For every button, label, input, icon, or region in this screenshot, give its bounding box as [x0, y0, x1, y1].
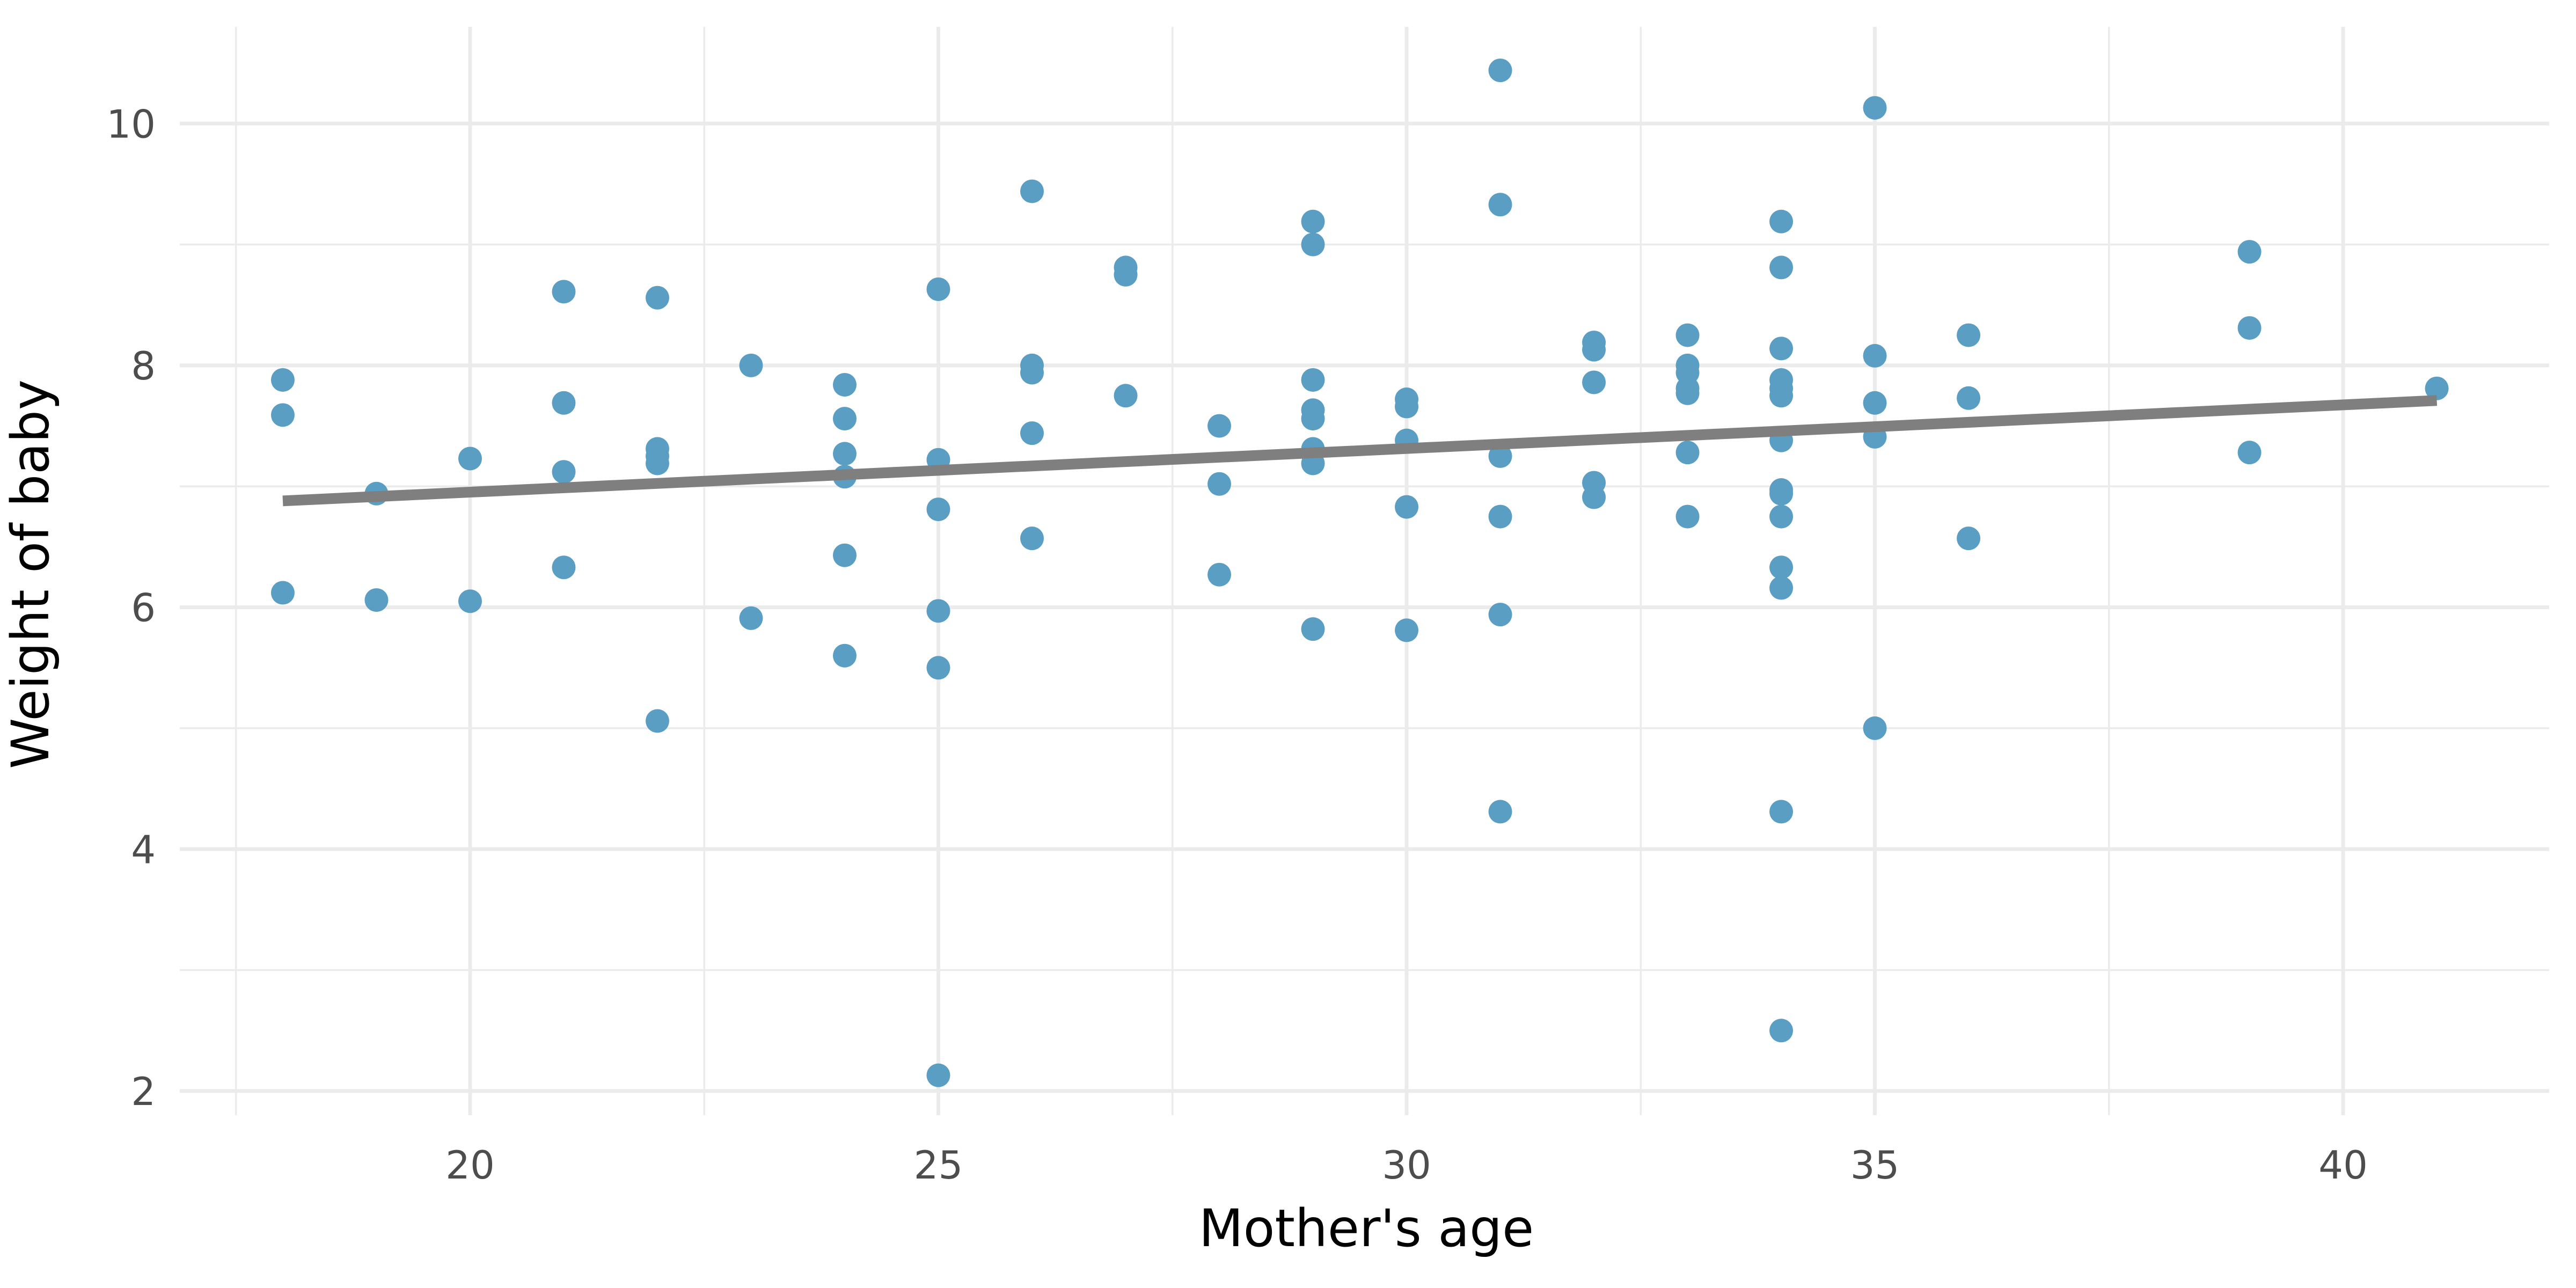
data-point: [1582, 370, 1606, 394]
data-point: [926, 277, 950, 301]
y-tick-label: 8: [131, 343, 156, 389]
y-axis-tick-labels: 2 4 6 8 10: [106, 101, 156, 1114]
major-gridlines: [180, 27, 2549, 1115]
trend-line-layer: [282, 395, 2438, 507]
data-point: [2237, 316, 2262, 340]
data-point: [832, 372, 857, 397]
data-point: [1769, 384, 1794, 408]
data-point: [1208, 562, 1232, 587]
data-point: [926, 599, 950, 623]
data-point: [1301, 232, 1325, 257]
data-point: [270, 368, 295, 392]
data-point: [1488, 58, 1512, 83]
data-point: [1488, 603, 1512, 627]
data-point: [1208, 472, 1232, 496]
data-point: [458, 589, 482, 613]
data-point: [926, 497, 950, 522]
data-point: [1395, 618, 1419, 642]
data-point: [1863, 96, 1887, 120]
data-point: [1769, 209, 1794, 233]
data-point: [364, 588, 389, 612]
data-point: [832, 407, 857, 431]
data-point: [739, 353, 763, 377]
data-point: [1769, 555, 1794, 580]
data-point: [1769, 504, 1794, 529]
y-axis-title: Weight of baby: [1, 379, 61, 769]
data-point: [645, 286, 669, 310]
data-point: [1769, 800, 1794, 824]
data-point: [1769, 576, 1794, 600]
data-point: [1488, 800, 1512, 824]
data-point: [1769, 336, 1794, 361]
data-point: [1957, 526, 1981, 551]
data-point: [1863, 391, 1887, 415]
x-tick-label: 30: [1382, 1143, 1431, 1188]
data-point: [1301, 407, 1325, 431]
data-point: [1675, 504, 1700, 529]
data-point: [1957, 323, 1981, 347]
data-point: [832, 442, 857, 466]
data-point: [2237, 240, 2262, 264]
data-point: [1488, 193, 1512, 217]
data-point: [552, 280, 576, 304]
data-point: [2425, 376, 2449, 400]
data-point: [552, 391, 576, 415]
data-point: [2237, 441, 2262, 465]
x-tick-label: 25: [914, 1143, 963, 1188]
x-tick-label: 40: [2318, 1143, 2368, 1188]
data-point: [1863, 343, 1887, 368]
data-point: [458, 447, 482, 471]
y-tick-label: 4: [131, 827, 156, 872]
data-point: [1863, 716, 1887, 740]
data-point: [1020, 526, 1044, 551]
data-point: [1020, 361, 1044, 385]
data-point: [1957, 386, 1981, 410]
data-point: [1769, 1019, 1794, 1043]
x-tick-label: 35: [1850, 1143, 1900, 1188]
x-axis-tick-labels: 20 25 30 35 40: [445, 1143, 2368, 1188]
data-point: [645, 709, 669, 733]
data-point: [1208, 414, 1232, 438]
data-point: [739, 606, 763, 630]
data-point: [926, 1063, 950, 1087]
data-point: [1675, 323, 1700, 347]
trend-line: [282, 395, 2438, 507]
data-point: [1488, 504, 1512, 529]
y-tick-label: 10: [106, 101, 156, 147]
data-point: [645, 451, 669, 475]
data-point: [1582, 338, 1606, 362]
data-point: [1301, 617, 1325, 641]
data-point: [1488, 444, 1512, 468]
data-point: [1020, 421, 1044, 445]
data-point: [1769, 481, 1794, 506]
data-point: [1114, 384, 1138, 408]
data-point: [926, 656, 950, 680]
y-tick-label: 6: [131, 586, 156, 631]
data-point: [1769, 255, 1794, 280]
y-tick-label: 2: [131, 1069, 156, 1114]
x-axis-title: Mother's age: [1199, 1198, 1534, 1258]
data-point: [1301, 368, 1325, 392]
data-points: [270, 58, 2449, 1087]
x-tick-label: 20: [445, 1143, 495, 1188]
data-point: [1395, 495, 1419, 519]
minor-gridlines: [180, 27, 2549, 1115]
data-point: [552, 460, 576, 484]
data-point: [270, 403, 295, 427]
data-point: [1582, 485, 1606, 509]
data-point: [552, 555, 576, 580]
data-point: [270, 581, 295, 605]
data-point: [832, 643, 857, 668]
data-point: [1020, 179, 1044, 203]
data-point: [1675, 381, 1700, 405]
data-point: [832, 543, 857, 567]
data-point: [1301, 209, 1325, 233]
data-point: [1395, 394, 1419, 419]
data-point: [1675, 441, 1700, 465]
data-point: [1114, 262, 1138, 287]
